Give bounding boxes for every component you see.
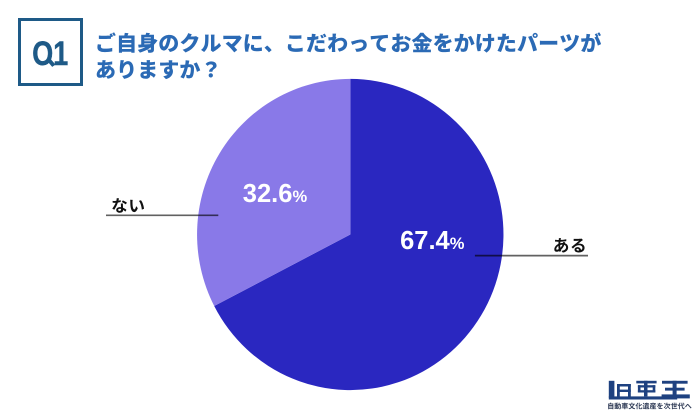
svg-text:O1: O1 — [32, 34, 68, 73]
